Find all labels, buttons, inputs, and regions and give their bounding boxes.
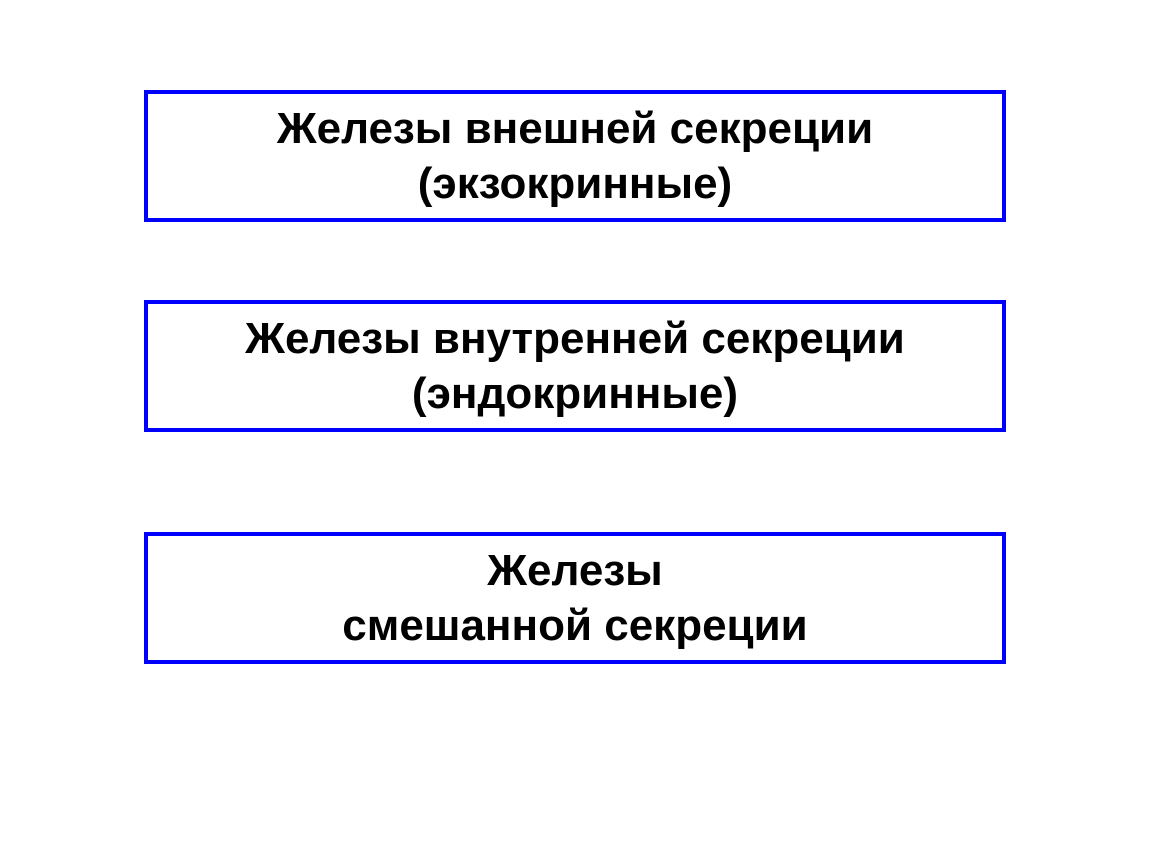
box-mixed-secretion: Железы смешанной секреции	[144, 532, 1006, 664]
box-text-1: Железы внешней секреции (экзокринные)	[277, 101, 873, 211]
box-text-3: Железы смешанной секреции	[342, 543, 807, 653]
box-external-secretion: Железы внешней секреции (экзокринные)	[144, 90, 1006, 222]
box-text-2: Железы внутренней секреции (эндокринные)	[245, 311, 905, 421]
box-internal-secretion: Железы внутренней секреции (эндокринные)	[144, 300, 1006, 432]
